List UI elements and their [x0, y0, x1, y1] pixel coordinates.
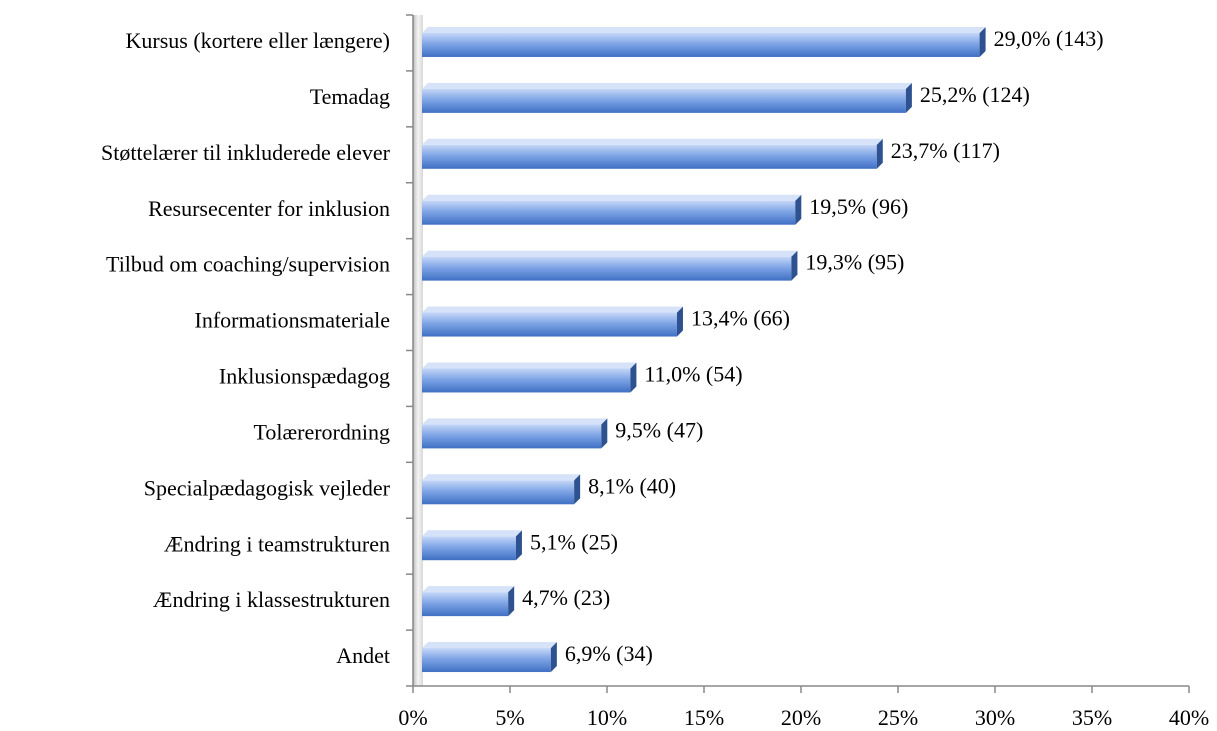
value-label: 23,7% (117)	[891, 138, 1000, 163]
x-tick-label: 40%	[1169, 705, 1209, 730]
y-tick-label: Specialpædagogisk vejleder	[144, 475, 391, 500]
y-tick-label: Andet	[336, 643, 390, 668]
bar-top	[422, 642, 557, 649]
bar-side	[550, 642, 557, 673]
x-tick-label: 35%	[1072, 705, 1112, 730]
value-label: 25,2% (124)	[920, 82, 1030, 107]
value-label: 5,1% (25)	[530, 529, 618, 554]
y-tick-label: Ændring i klassestrukturen	[153, 587, 390, 612]
x-tick-label: 20%	[781, 705, 821, 730]
bar-top	[422, 474, 581, 481]
bar	[422, 368, 631, 393]
bar	[422, 256, 792, 281]
y-tick-label: Resursecenter for inklusion	[148, 196, 390, 221]
x-tick-label: 30%	[975, 705, 1015, 730]
value-label: 13,4% (66)	[691, 306, 790, 331]
x-tick-label: 10%	[587, 705, 627, 730]
bar	[422, 648, 551, 673]
y-tick-label: Temadag	[310, 84, 390, 109]
value-label: 6,9% (34)	[565, 641, 653, 666]
bar-top	[422, 418, 608, 425]
y-tick-label: Ændring i teamstrukturen	[164, 531, 390, 556]
value-label: 19,3% (95)	[805, 250, 904, 275]
value-label: 11,0% (54)	[644, 362, 742, 387]
bar-side	[905, 82, 912, 113]
y-tick-label: Tilbud om coaching/supervision	[106, 252, 390, 277]
bar	[422, 312, 677, 337]
value-label: 8,1% (40)	[588, 473, 676, 498]
bar-top	[422, 530, 522, 537]
value-label: 29,0% (143)	[994, 26, 1104, 51]
bar	[422, 480, 575, 505]
x-tick-label: 0%	[398, 705, 427, 730]
bar	[422, 200, 796, 225]
bar-top	[422, 138, 883, 145]
x-tick-label: 15%	[684, 705, 724, 730]
axis-wall	[413, 15, 423, 686]
bar	[422, 144, 877, 169]
bar	[422, 592, 509, 617]
y-tick-label: Kursus (kortere eller længere)	[125, 28, 390, 53]
y-tick-label: Tolærerordning	[253, 419, 390, 444]
x-tick-label: 5%	[495, 705, 524, 730]
bar-side	[508, 586, 515, 617]
bar-side	[676, 306, 683, 337]
bar-side	[795, 194, 802, 225]
value-label: 9,5% (47)	[615, 417, 703, 442]
y-tick-label: Informationsmateriale	[195, 308, 390, 333]
bar-side	[515, 530, 522, 561]
bar-top	[422, 194, 802, 201]
bar-top	[422, 82, 912, 89]
bar-top	[422, 586, 515, 593]
bar	[422, 32, 980, 57]
x-tick-label: 25%	[878, 705, 918, 730]
bar-side	[601, 418, 608, 449]
bar-side	[574, 474, 581, 505]
bar	[422, 536, 516, 561]
value-label: 19,5% (96)	[809, 194, 908, 219]
bar-side	[630, 362, 637, 393]
bar-top	[422, 250, 798, 257]
bar-side	[876, 138, 883, 169]
bar-top	[422, 306, 683, 313]
value-label: 4,7% (23)	[522, 585, 610, 610]
y-tick-label: Inklusionspædagog	[219, 364, 390, 389]
bar-top	[422, 362, 637, 369]
bar-side	[791, 250, 798, 281]
y-tick-label: Støttelærer til inkluderede elever	[101, 140, 391, 165]
bar	[422, 88, 906, 113]
bar-top	[422, 26, 986, 33]
bar-side	[979, 26, 986, 57]
bar	[422, 424, 602, 449]
